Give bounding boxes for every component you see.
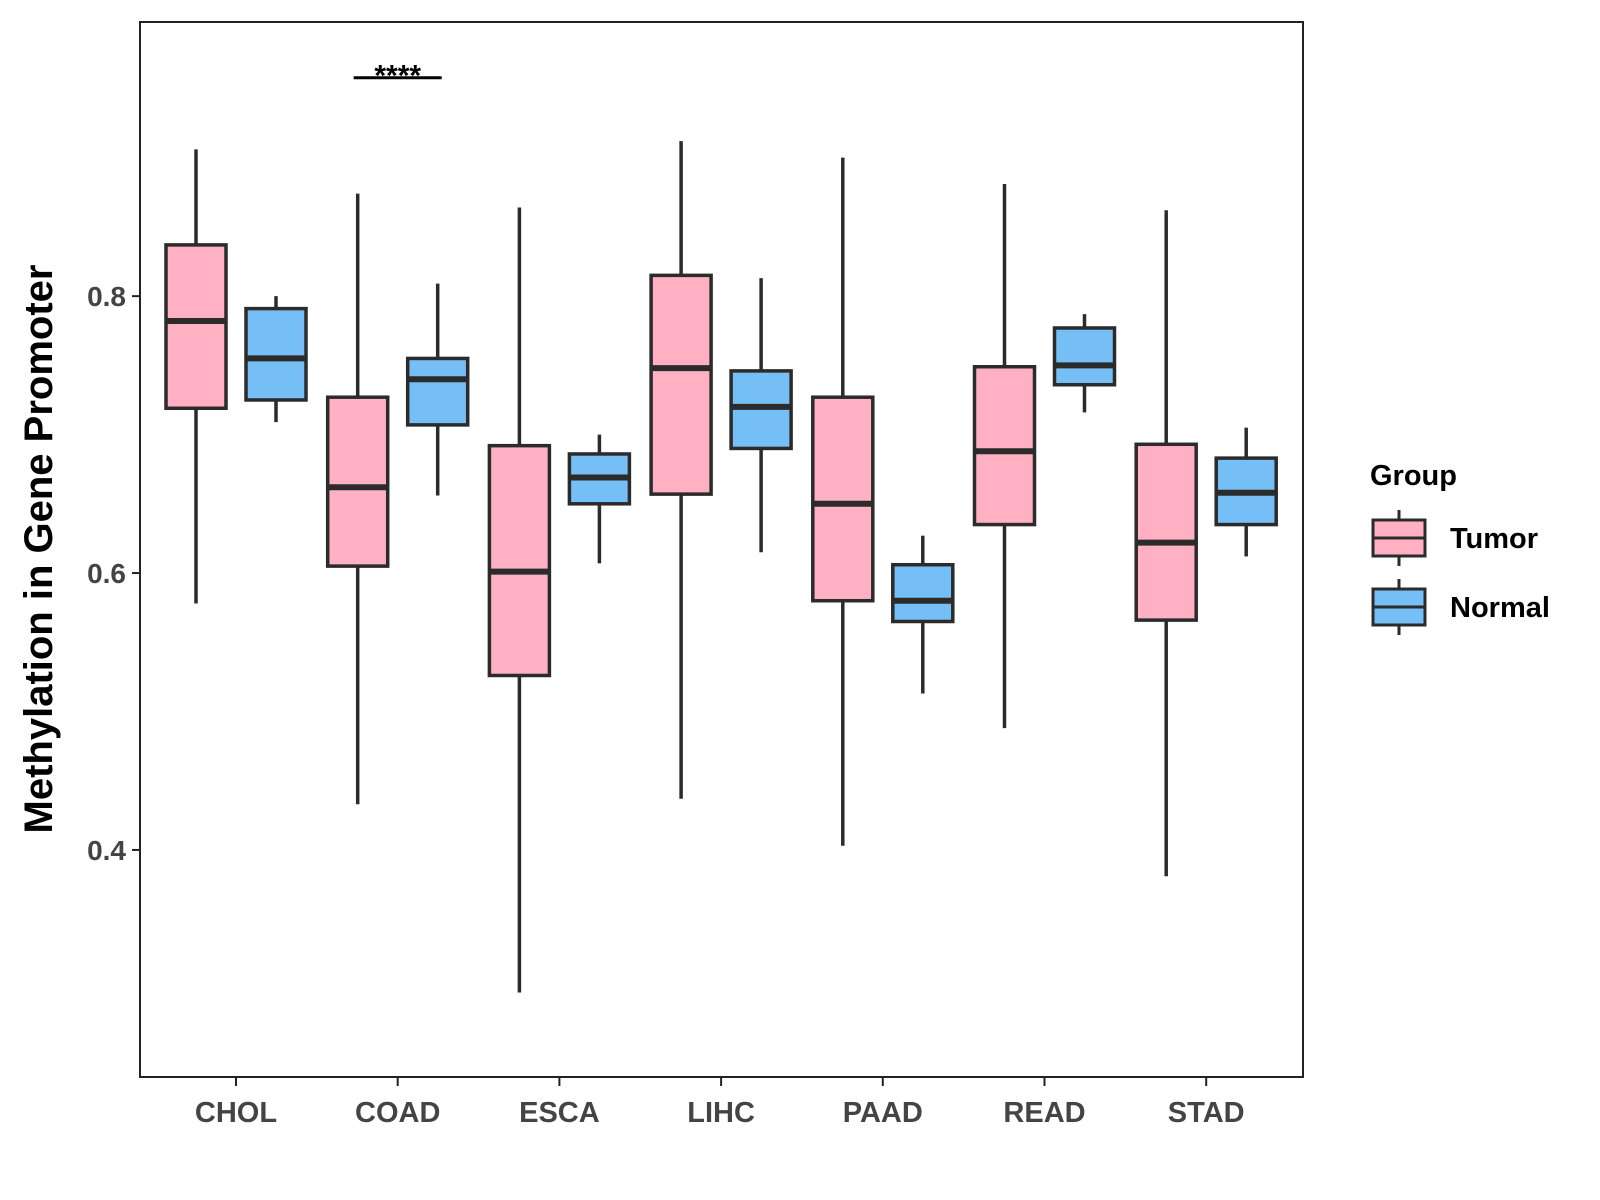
y-axis: 0.4 0.6 0.8 <box>87 281 140 866</box>
x-axis: CHOL COAD ESCA LIHC PAAD READ STAD <box>195 1077 1245 1129</box>
box-tumor-esca <box>487 207 552 993</box>
iqr-box-tumor-read <box>972 364 1037 527</box>
x-tick-label-paad: PAAD <box>843 1097 923 1129</box>
box-tumor-coad <box>325 193 390 805</box>
iqr-box-tumor-coad <box>325 395 390 568</box>
legend-entry-normal: Normal <box>1371 579 1550 635</box>
boxes-layer <box>164 141 1278 993</box>
iqr-box-normal-paad <box>891 562 955 624</box>
iqr-box-tumor-chol <box>164 243 228 411</box>
box-normal-stad <box>1214 427 1278 557</box>
box-normal-esca <box>567 434 632 564</box>
y-tick-label: 0.6 <box>87 558 126 589</box>
x-tick-label-esca: ESCA <box>519 1097 600 1129</box>
box-tumor-lihc <box>649 141 713 799</box>
iqr-box-normal-read <box>1052 326 1117 387</box>
box-normal-paad <box>891 535 955 694</box>
y-axis-title: Methylation in Gene Promoter <box>17 265 61 834</box>
iqr-box-normal-coad <box>405 356 470 427</box>
iqr-box-tumor-paad <box>811 395 875 603</box>
box-tumor-read <box>972 183 1037 729</box>
x-tick-label-stad: STAD <box>1168 1097 1245 1129</box>
iqr-box-tumor-stad <box>1134 442 1198 622</box>
iqr-box-tumor-esca <box>487 443 552 678</box>
box-tumor-chol <box>164 149 228 604</box>
x-tick-label-read: READ <box>1003 1097 1085 1129</box>
legend-title: Group <box>1370 460 1457 492</box>
x-tick-label-chol: CHOL <box>195 1097 277 1129</box>
significance-label: **** <box>374 60 421 93</box>
x-tick-label-coad: COAD <box>355 1097 440 1129</box>
box-tumor-stad <box>1134 210 1198 877</box>
legend: Group Tumor Normal <box>1370 460 1550 635</box>
legend-entry-tumor: Tumor <box>1371 510 1538 566</box>
box-normal-chol <box>244 296 308 423</box>
legend-entries: Tumor Normal <box>1371 510 1550 635</box>
iqr-box-normal-chol <box>244 306 308 402</box>
y-tick-label: 0.8 <box>87 281 126 312</box>
iqr-box-tumor-lihc <box>649 273 713 496</box>
box-normal-lihc <box>729 278 793 553</box>
box-tumor-paad <box>811 157 875 846</box>
legend-label-normal: Normal <box>1450 592 1550 624</box>
annotations-layer: **** <box>353 60 442 93</box>
box-normal-coad <box>405 283 470 496</box>
x-tick-label-lihc: LIHC <box>687 1097 755 1129</box>
legend-label-tumor: Tumor <box>1450 523 1538 555</box>
box-normal-read <box>1052 314 1117 413</box>
y-tick-label: 0.4 <box>87 835 126 866</box>
